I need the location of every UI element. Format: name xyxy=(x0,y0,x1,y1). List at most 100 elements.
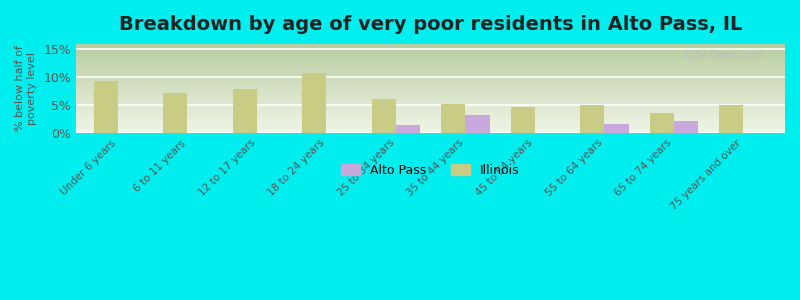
Bar xyxy=(76,75,785,76)
Bar xyxy=(76,120,785,121)
Bar xyxy=(76,70,785,71)
Bar xyxy=(76,96,785,97)
Y-axis label: % below half of
poverty level: % below half of poverty level xyxy=(15,46,37,131)
Text: City-Data.com: City-Data.com xyxy=(684,50,764,60)
Bar xyxy=(76,104,785,105)
Bar xyxy=(76,88,785,89)
Bar xyxy=(441,103,466,133)
Bar xyxy=(76,122,785,123)
Bar xyxy=(76,54,785,55)
Bar xyxy=(371,99,396,133)
Bar xyxy=(76,76,785,77)
Bar xyxy=(76,121,785,122)
Bar xyxy=(76,58,785,59)
Bar xyxy=(604,124,629,133)
Bar xyxy=(76,92,785,93)
Bar xyxy=(76,112,785,113)
Bar xyxy=(76,114,785,115)
Bar xyxy=(76,59,785,60)
Bar xyxy=(76,46,785,47)
Bar xyxy=(650,113,674,133)
Bar xyxy=(396,125,420,133)
Bar xyxy=(94,81,118,133)
Bar xyxy=(76,95,785,96)
Bar xyxy=(76,69,785,70)
Bar xyxy=(76,129,785,130)
Bar xyxy=(76,81,785,82)
Bar xyxy=(76,63,785,64)
Bar xyxy=(233,89,257,133)
Bar xyxy=(76,118,785,119)
Bar xyxy=(76,71,785,72)
Title: Breakdown by age of very poor residents in Alto Pass, IL: Breakdown by age of very poor residents … xyxy=(119,15,742,34)
Bar xyxy=(76,66,785,67)
Legend: Alto Pass, Illinois: Alto Pass, Illinois xyxy=(337,159,525,182)
Bar xyxy=(510,107,535,133)
Bar xyxy=(76,62,785,63)
Bar xyxy=(719,105,743,133)
Bar xyxy=(76,113,785,114)
Bar xyxy=(76,77,785,78)
Bar xyxy=(76,56,785,57)
Bar xyxy=(76,82,785,83)
Bar xyxy=(580,105,604,133)
Bar xyxy=(76,83,785,84)
Bar xyxy=(76,117,785,118)
Bar xyxy=(76,47,785,48)
Bar xyxy=(76,51,785,52)
Bar xyxy=(76,78,785,79)
Bar xyxy=(76,111,785,112)
Bar xyxy=(76,85,785,86)
Bar xyxy=(76,65,785,66)
Bar xyxy=(76,61,785,62)
Bar xyxy=(76,108,785,109)
Bar xyxy=(76,100,785,101)
Bar xyxy=(674,121,698,133)
Bar xyxy=(76,90,785,91)
Bar xyxy=(76,126,785,127)
Bar xyxy=(76,53,785,54)
Bar xyxy=(302,73,326,133)
Bar xyxy=(76,74,785,75)
Bar xyxy=(76,44,785,45)
Bar xyxy=(76,45,785,46)
Bar xyxy=(76,64,785,65)
Bar xyxy=(76,110,785,111)
Bar xyxy=(466,115,490,133)
Bar xyxy=(76,80,785,81)
Bar xyxy=(76,103,785,104)
Bar xyxy=(76,79,785,80)
Bar xyxy=(76,72,785,73)
Bar xyxy=(76,91,785,92)
Bar xyxy=(76,119,785,120)
Bar xyxy=(76,105,785,106)
Bar xyxy=(76,60,785,61)
Bar xyxy=(76,49,785,50)
Bar xyxy=(76,93,785,94)
Bar xyxy=(76,89,785,90)
Bar xyxy=(76,130,785,131)
Bar xyxy=(76,132,785,133)
Bar xyxy=(76,84,785,85)
Bar xyxy=(76,109,785,110)
Bar xyxy=(76,67,785,68)
Bar xyxy=(76,116,785,117)
Bar xyxy=(76,128,785,129)
Bar xyxy=(76,101,785,102)
Bar xyxy=(76,86,785,87)
Bar xyxy=(76,87,785,88)
Bar xyxy=(76,98,785,99)
Bar xyxy=(76,55,785,56)
Bar xyxy=(76,48,785,49)
Bar xyxy=(76,85,785,86)
Bar xyxy=(76,107,785,108)
Bar xyxy=(76,106,785,107)
Bar xyxy=(76,123,785,124)
Bar xyxy=(76,131,785,132)
Bar xyxy=(76,50,785,51)
Bar xyxy=(76,97,785,98)
Bar xyxy=(76,68,785,69)
Bar xyxy=(76,57,785,58)
Bar xyxy=(76,115,785,116)
Bar xyxy=(163,93,187,133)
